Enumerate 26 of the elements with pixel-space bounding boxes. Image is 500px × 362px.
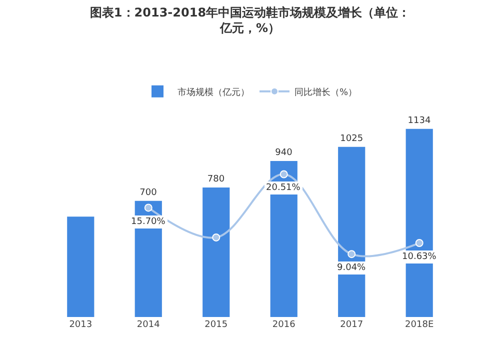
data-label: 20.51% [266,183,301,193]
point [348,250,356,258]
x-tick-label: 2013 [69,320,92,330]
data-label: 10.63% [402,252,437,262]
data-label: 1134 [408,116,431,126]
x-tick-label: 2018E [405,320,434,330]
chart-title: 图表1：2013-2018年中国运动鞋市场规模及增长（单位：亿元，%） [90,5,410,35]
point [144,204,152,212]
x-tick-label: 2016 [272,320,296,330]
legend-label: 市场规模（亿元） [178,86,250,98]
bar [202,188,230,317]
legend-label: 同比增长（%） [294,86,358,98]
data-label: 1025 [340,134,364,144]
data-label: 9.04% [337,263,366,273]
bar [338,146,366,317]
x-tick-label: 2015 [204,320,228,330]
x-tick-label: 2017 [340,320,364,330]
data-label: 780 [207,174,225,185]
point [415,239,424,248]
point [280,170,288,178]
data-label: 940 [275,148,293,158]
point [212,233,220,242]
x-tick-label: 2014 [136,320,160,330]
data-label: 15.70% [131,217,166,227]
data-label: 700 [140,188,158,198]
bar [67,216,94,317]
